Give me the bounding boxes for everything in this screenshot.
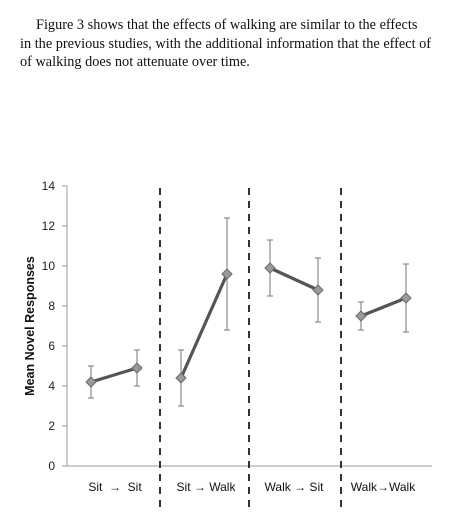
group-dividers [159,188,342,508]
data-point [400,292,412,304]
chart-series [85,217,412,407]
paragraph-line: Figure 3 shows that the effects of walki… [36,17,418,33]
data-point [264,262,276,274]
category-label: Walk→Walk [351,480,416,494]
y-tick-label: 0 [48,459,55,473]
data-point [355,310,367,322]
paragraph-line: in the previous studies, with the additi… [20,35,432,52]
data-point [312,284,324,296]
category-label: Sit → Sit [88,480,142,494]
data-point [85,376,97,388]
category-label: Sit → Walk [177,480,237,494]
category-labels: Sit → Sit Sit → Walk Walk → Sit Walk→Walk [88,480,416,494]
series-line [179,272,229,380]
series-line [359,296,408,318]
category-label: Walk → Sit [265,480,325,494]
data-point [221,268,233,280]
intro-paragraph: Figure 3 shows that the effects of walki… [20,16,434,72]
y-tick-label: 14 [42,179,56,193]
data-point [131,362,143,374]
series-group [85,349,143,399]
paragraph-line: of walking does not attenuate over time. [20,54,250,70]
series-group [264,239,324,323]
series-group [175,217,233,407]
y-tick-label: 12 [42,219,56,233]
y-axis-title: Mean Novel Responses [23,256,37,396]
data-point [175,372,187,384]
series-line [268,266,320,292]
series-group [355,263,412,333]
y-tick-label: 2 [48,419,55,433]
y-tick-label: 4 [48,379,55,393]
y-tick-label: 8 [48,299,55,313]
chart-axes: 0 2 4 6 8 10 12 14 [42,179,432,473]
y-tick-label: 6 [48,339,55,353]
y-tick-label: 10 [42,259,56,273]
series-line [89,366,139,384]
